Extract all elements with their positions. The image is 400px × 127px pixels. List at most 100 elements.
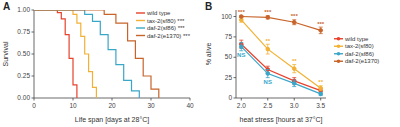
legend-swatch [136, 12, 145, 13]
legend-label: wild type [146, 10, 171, 16]
data-point [319, 86, 323, 90]
annotations: ******NSNS************ [237, 9, 325, 85]
legend-swatch [136, 35, 145, 36]
y-tick [32, 76, 35, 77]
x-tick [267, 98, 268, 101]
significance-label: ** [265, 38, 270, 44]
significance-label: *** [264, 9, 272, 15]
series-line [241, 47, 320, 94]
legend-label: tax-2(sf80) [345, 43, 374, 49]
y-tick [32, 10, 35, 11]
legend: wild typetax-2(sf80) daf-2(sf86)daf-2(e13… [334, 36, 379, 64]
series-line [241, 17, 320, 31]
x-axis [236, 98, 326, 99]
y-tick-label: 0.75 [17, 28, 30, 35]
data-point [239, 45, 243, 49]
x-axis-label: Life span [days at 28°C] [75, 116, 149, 124]
y-tick-label: 0.00 [17, 94, 30, 101]
plot-area [34, 10, 159, 98]
legend-swatch [136, 27, 145, 28]
y-tick-label: 50 [225, 53, 233, 60]
y-tick [234, 36, 237, 37]
survival-curve [34, 10, 77, 98]
x-tick-label: 2.0 [237, 102, 246, 109]
significance-label: *** [317, 21, 325, 27]
legend-marker [337, 37, 341, 41]
significance-label: ** [318, 79, 323, 85]
x-tick [320, 98, 321, 101]
y-tick-label: 0.50 [17, 50, 30, 57]
data-point [292, 20, 296, 24]
y-tick [32, 32, 35, 33]
error-bar [239, 16, 243, 18]
y-tick-label: 75 [225, 33, 233, 40]
x-tick [151, 98, 152, 101]
x-tick [190, 98, 191, 101]
legend-marker [337, 52, 341, 56]
data-point [266, 47, 270, 51]
panel-label: B [205, 1, 212, 12]
y-tick [234, 77, 237, 78]
survival-curve [34, 10, 159, 98]
y-tick [32, 54, 35, 55]
data-point [319, 92, 323, 96]
y-tick-label: 0.25 [17, 72, 30, 79]
significance-label: NS [264, 79, 272, 85]
series-line [241, 44, 320, 90]
legend-label: daf-2(sf86) [345, 51, 374, 57]
error-bar [319, 86, 323, 91]
legend-marker [337, 44, 341, 48]
legend: wild type tax-2(sf80) ***daf-2(sf86) *** d… [136, 10, 191, 39]
x-tick-label: 10 [69, 102, 77, 109]
data-point [292, 67, 296, 71]
legend-label: daf-2(e1370) [345, 58, 379, 64]
legend-marker [337, 59, 341, 63]
y-tick-label: 25 [225, 74, 233, 81]
x-tick-label: 3.5 [316, 102, 325, 109]
y-tick [234, 16, 237, 17]
legend-label: wild type [344, 36, 369, 42]
error-bar [266, 69, 270, 77]
x-tick-label: 30 [147, 102, 155, 109]
y-axis-label: % alive [205, 43, 212, 66]
error-bar [266, 44, 270, 54]
x-tick [241, 98, 242, 101]
data-point [266, 72, 270, 76]
y-axis-label: Survival [2, 41, 9, 66]
y-tick-label: 100 [221, 13, 232, 20]
error-bar [292, 20, 296, 25]
legend-label: daf-2(e1370) *** [147, 33, 191, 39]
x-tick-label: 2.5 [263, 102, 272, 109]
x-tick-label: 3.0 [290, 102, 299, 109]
legend-swatch [136, 20, 145, 21]
y-tick [234, 98, 237, 99]
error-bar [292, 65, 296, 73]
significance-label: *** [238, 9, 246, 15]
legend-label: daf-2(sf86) *** [147, 25, 185, 31]
data-point [292, 82, 296, 86]
data-point [266, 16, 270, 20]
error-bar [266, 16, 270, 19]
error-bar [319, 27, 323, 34]
y-tick-label: 1.00 [17, 6, 30, 13]
figure: A 0.00 0.25 0.50 0.75 1.00 0 10 20 30 40 Life span … [0, 0, 400, 127]
x-tick [112, 98, 113, 101]
data-point [239, 15, 243, 19]
error-bar [319, 92, 323, 95]
x-tick [73, 98, 74, 101]
panel-label: A [3, 1, 10, 12]
x-axis-label: heat stress [hours at 37°C] [240, 116, 323, 124]
plot-area [239, 15, 322, 96]
data-point [319, 29, 323, 33]
x-tick-label: 0 [32, 102, 36, 109]
x-tick [34, 98, 35, 101]
panel: A 0.00 0.25 0.50 0.75 1.00 0 10 20 30 40 Life span … [2, 1, 194, 124]
y-tick-label: 0 [228, 94, 232, 101]
significance-label: NS [237, 52, 245, 58]
survival-curve [34, 10, 96, 98]
x-tick-label: 40 [186, 102, 194, 109]
panel: B 0 25 50 75 100 2.0 2.5 3.0 3.5 heat stress [hour… [205, 1, 379, 124]
significance-label: ** [292, 58, 297, 64]
legend-label: tax-2(sf80) *** [147, 18, 185, 24]
x-tick-label: 20 [108, 102, 116, 109]
